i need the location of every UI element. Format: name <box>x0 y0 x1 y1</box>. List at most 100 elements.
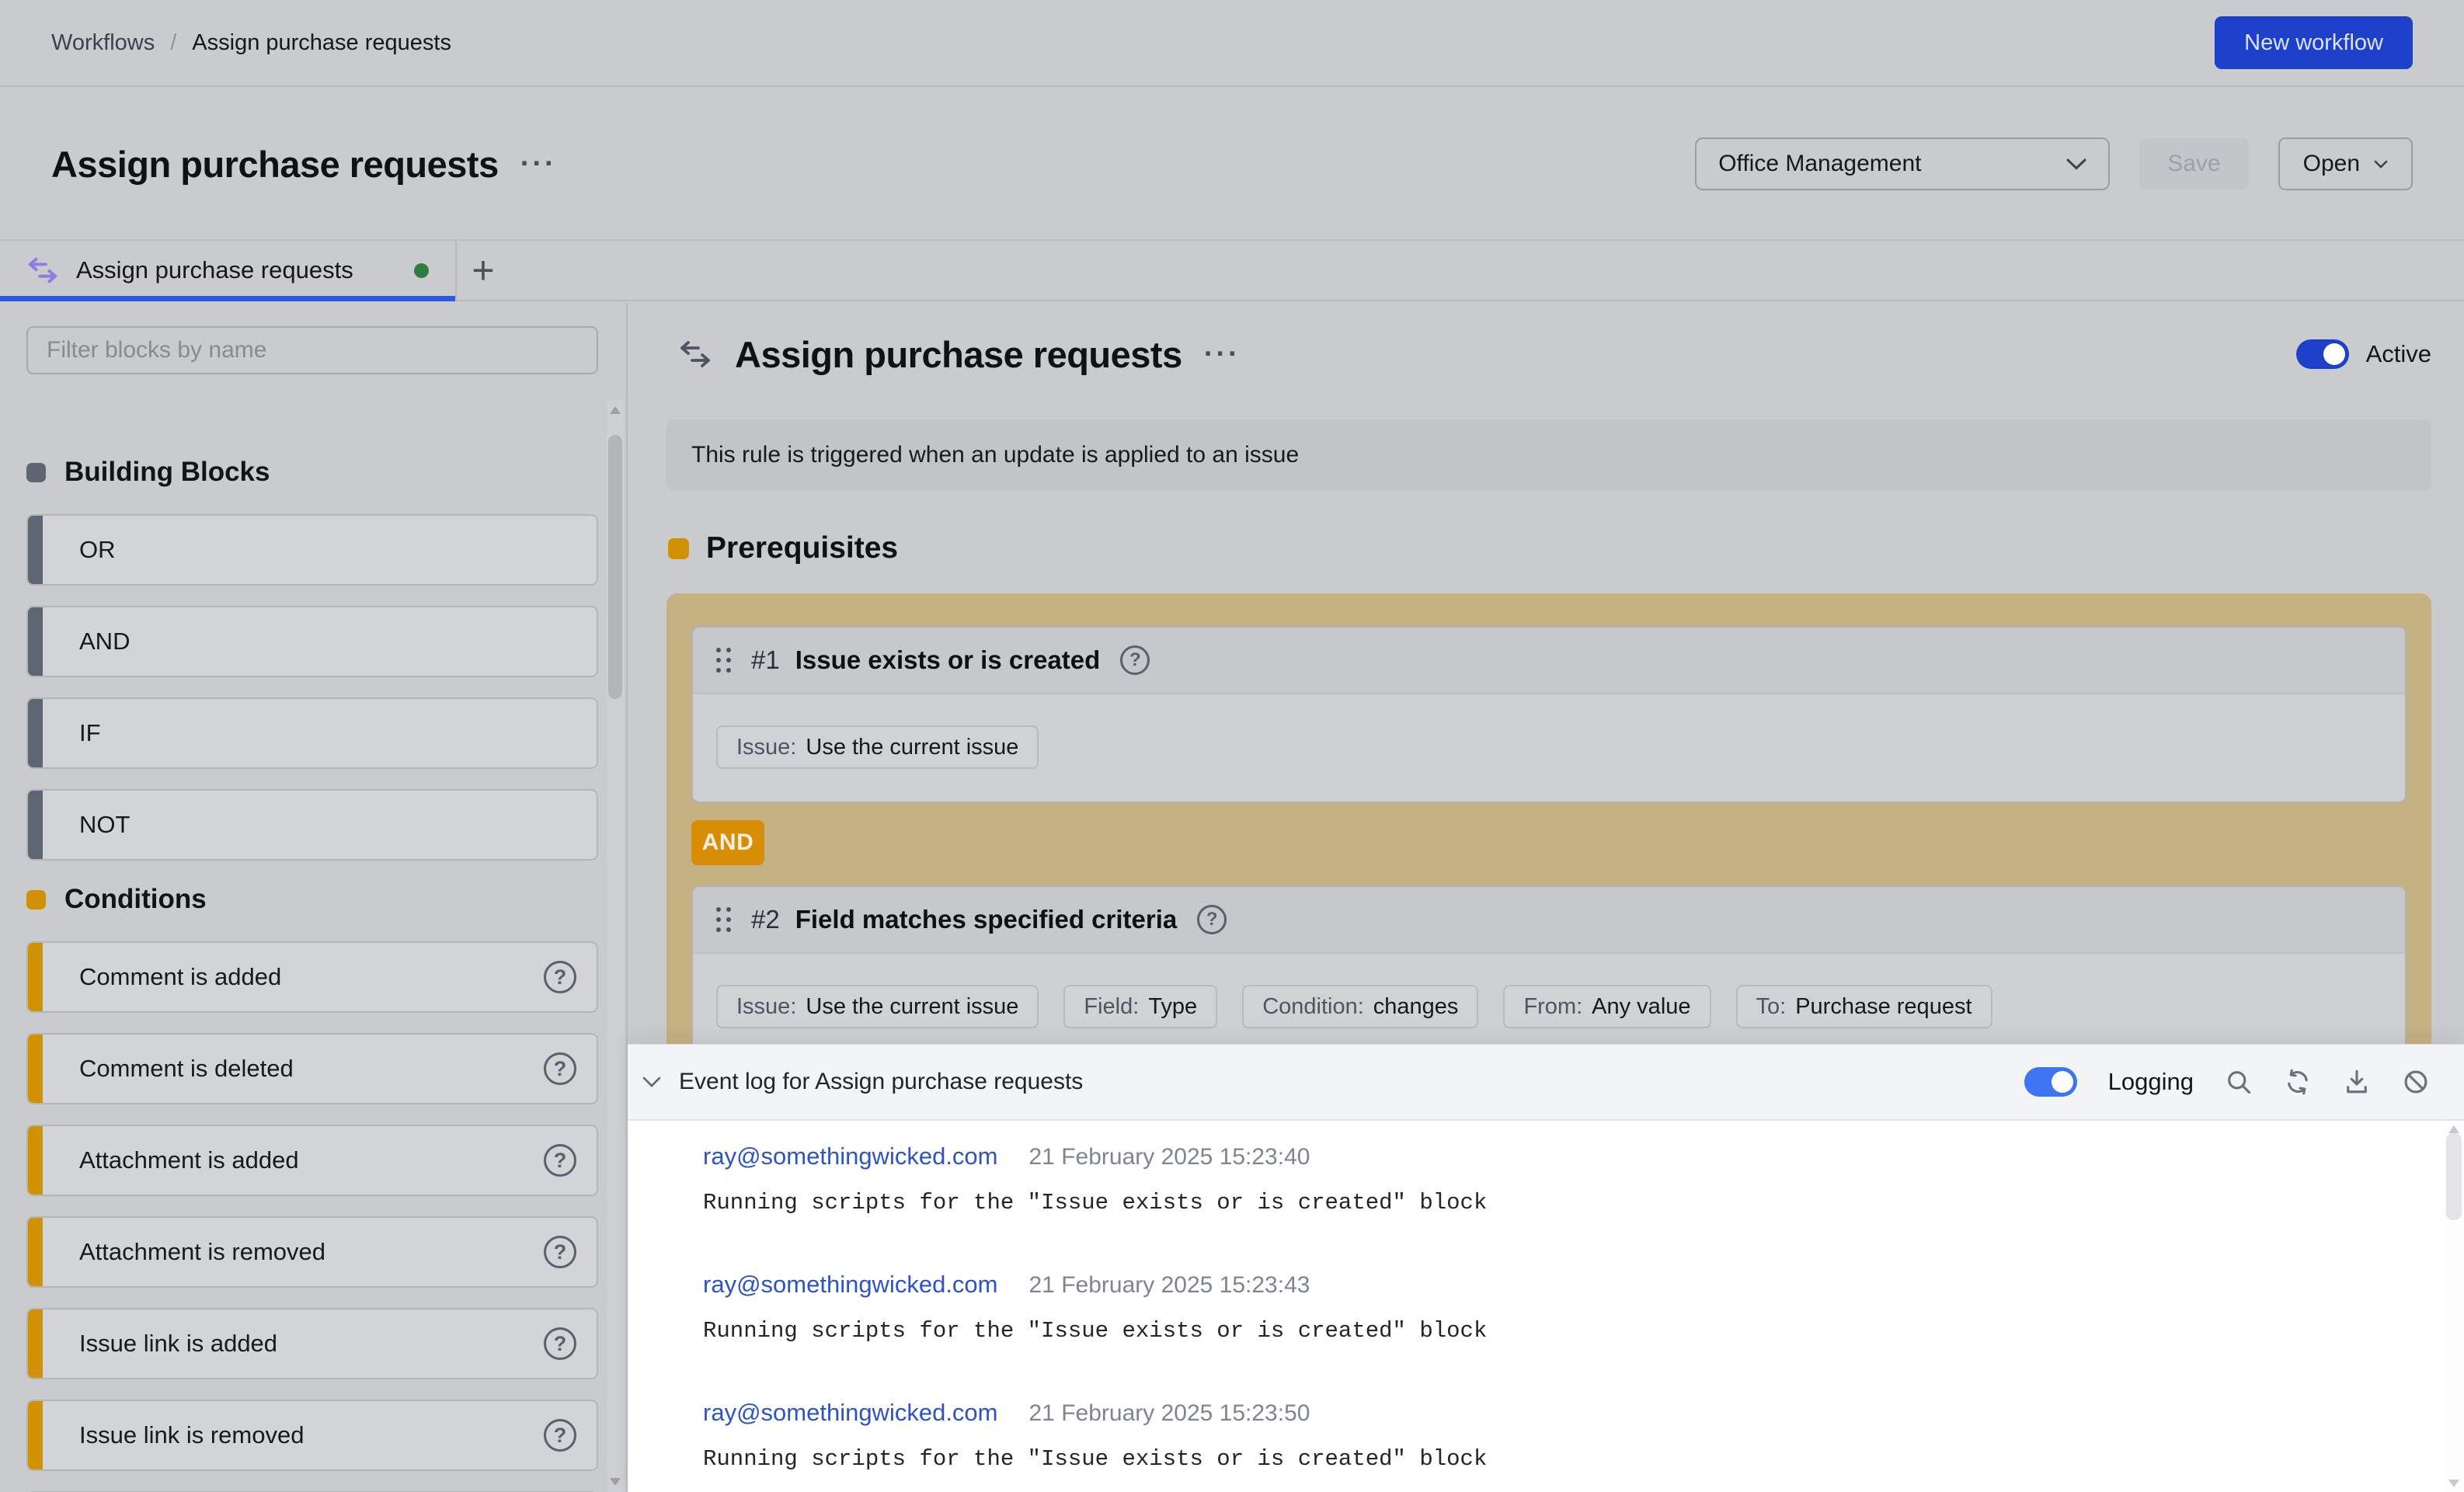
chip-label: Condition: <box>1262 993 1364 1019</box>
project-select[interactable]: Office Management <box>1695 137 2111 190</box>
save-button[interactable]: Save <box>2139 138 2249 190</box>
help-icon[interactable]: ? <box>544 1419 576 1452</box>
open-button-label: Open <box>2302 151 2360 176</box>
workflow-more-menu-icon[interactable]: ··· <box>1203 338 1241 370</box>
log-user-link[interactable]: ray@somethingwicked.com <box>703 1271 998 1298</box>
condition-item[interactable]: Comment is deleted ? <box>26 1033 598 1104</box>
drag-handle-icon[interactable] <box>716 648 731 673</box>
logging-toggle[interactable] <box>2024 1067 2077 1097</box>
chip-label: From: <box>1523 993 1583 1019</box>
building-block-label: AND <box>79 628 131 655</box>
help-icon[interactable]: ? <box>544 1144 576 1177</box>
help-icon[interactable]: ? <box>544 1052 576 1085</box>
block-param-chip[interactable]: Issue: Use the current issue <box>716 725 1039 769</box>
log-entry: ray@somethingwicked.com 21 February 2025… <box>703 1142 2441 1216</box>
scroll-up-arrow-icon[interactable] <box>2448 1125 2459 1133</box>
blocks-sidebar: Building Blocks OR AND IF NOT <box>0 303 628 1492</box>
prerequisites-title: Prerequisites <box>706 531 899 565</box>
building-blocks-title: Building Blocks <box>64 457 270 487</box>
chip-value: Use the current issue <box>806 993 1019 1019</box>
scroll-down-arrow-icon[interactable] <box>2448 1480 2459 1487</box>
block-issue-exists[interactable]: #1 Issue exists or is created ? Issue: U… <box>691 626 2407 803</box>
active-toggle[interactable] <box>2295 339 2349 369</box>
page-more-menu-icon[interactable]: ··· <box>520 148 557 180</box>
block-param-chip[interactable]: Condition: changes <box>1242 985 1479 1028</box>
log-message: Running scripts for the "Issue exists or… <box>703 1190 1488 1216</box>
clear-log-icon[interactable] <box>2402 1068 2430 1096</box>
workflow-swap-icon <box>26 256 59 285</box>
chip-label: To: <box>1756 993 1787 1019</box>
event-log-scrollbar[interactable] <box>2444 1121 2464 1492</box>
add-tab-button[interactable]: + <box>457 241 510 300</box>
workflow-canvas: Assign purchase requests ··· Active This… <box>628 303 2464 1492</box>
event-log-header: Event log for Assign purchase requests L… <box>628 1045 2464 1121</box>
condition-label: Attachment is added <box>79 1146 299 1174</box>
chip-label: Field: <box>1084 993 1140 1019</box>
breadcrumb-current: Assign purchase requests <box>192 30 451 55</box>
building-block-label: OR <box>79 536 116 563</box>
log-entries: ray@somethingwicked.com 21 February 2025… <box>628 1121 2441 1473</box>
log-user-link[interactable]: ray@somethingwicked.com <box>703 1399 998 1426</box>
block-title: Issue exists or is created <box>795 645 1101 674</box>
help-icon[interactable]: ? <box>544 1236 576 1268</box>
breadcrumb-workflows[interactable]: Workflows <box>51 30 155 55</box>
new-workflow-button[interactable]: New workflow <box>2215 16 2413 69</box>
block-number: #1 <box>751 645 780 674</box>
refresh-icon[interactable] <box>2284 1068 2312 1096</box>
block-header[interactable]: #1 Issue exists or is created ? <box>693 628 2405 694</box>
block-param-chip[interactable]: Field: Type <box>1063 985 1218 1028</box>
building-block-item[interactable]: OR <box>26 514 598 586</box>
chevron-down-icon <box>2374 160 2388 169</box>
log-user-link[interactable]: ray@somethingwicked.com <box>703 1142 998 1170</box>
condition-item[interactable]: Issue link is added ? <box>26 1308 598 1379</box>
breadcrumb: Workflows / Assign purchase requests <box>51 30 451 56</box>
log-timestamp: 21 February 2025 15:23:50 <box>1028 1400 1310 1426</box>
download-icon[interactable] <box>2343 1068 2371 1096</box>
help-icon[interactable]: ? <box>1120 645 1150 675</box>
event-log-scrollbar-thumb[interactable] <box>2446 1133 2462 1220</box>
help-icon[interactable]: ? <box>544 1327 576 1360</box>
top-bar: Workflows / Assign purchase requests New… <box>0 0 2464 87</box>
log-timestamp: 21 February 2025 15:23:40 <box>1028 1144 1310 1170</box>
tab-label: Assign purchase requests <box>76 256 353 283</box>
scroll-down-arrow-icon[interactable] <box>610 1478 621 1486</box>
building-block-item[interactable]: NOT <box>26 789 598 861</box>
block-param-chip[interactable]: From: Any value <box>1503 985 1711 1028</box>
toggle-knob <box>2323 343 2345 365</box>
chip-value: Type <box>1148 993 1198 1019</box>
trigger-description[interactable]: This rule is triggered when an update is… <box>666 419 2431 491</box>
scroll-up-arrow-icon[interactable] <box>610 406 621 414</box>
help-icon[interactable]: ? <box>544 961 576 993</box>
chip-label: Issue: <box>736 993 797 1019</box>
condition-label: Attachment is removed <box>79 1238 326 1265</box>
toggle-knob <box>2051 1071 2073 1093</box>
building-block-item[interactable]: IF <box>26 697 598 769</box>
condition-item[interactable]: Issue link is removed ? <box>26 1400 598 1471</box>
search-icon[interactable] <box>2225 1068 2253 1096</box>
page-title: Assign purchase requests <box>51 143 499 185</box>
condition-item[interactable]: Comment is added ? <box>26 941 598 1013</box>
conditions-header: Conditions <box>26 884 598 914</box>
condition-item[interactable]: Attachment is removed ? <box>26 1216 598 1288</box>
prerequisites-bullet-icon <box>668 537 689 559</box>
block-header[interactable]: #2 Field matches specified criteria ? <box>693 887 2405 954</box>
sidebar-scrollbar[interactable] <box>607 400 624 1492</box>
and-operator-badge[interactable]: AND <box>691 820 764 865</box>
chip-label: Issue: <box>736 734 797 760</box>
condition-item[interactable]: Attachment is added ? <box>26 1125 598 1196</box>
log-timestamp: 21 February 2025 15:23:43 <box>1028 1272 1310 1298</box>
event-log-body: ray@somethingwicked.com 21 February 2025… <box>628 1121 2441 1492</box>
help-icon[interactable]: ? <box>1197 905 1227 934</box>
block-param-chip[interactable]: Issue: Use the current issue <box>716 985 1039 1028</box>
tab-assign-purchase-requests[interactable]: Assign purchase requests <box>0 241 457 301</box>
collapse-chevron-icon[interactable] <box>642 1076 662 1088</box>
sidebar-scrollbar-thumb[interactable] <box>608 435 622 699</box>
block-param-chip[interactable]: To: Purchase request <box>1735 985 1992 1028</box>
open-button[interactable]: Open <box>2278 137 2413 190</box>
event-log-title: Event log for Assign purchase requests <box>679 1069 1084 1094</box>
block-number: #2 <box>751 905 780 934</box>
workflow-swap-icon <box>677 339 713 370</box>
drag-handle-icon[interactable] <box>716 907 731 932</box>
building-block-item[interactable]: AND <box>26 606 598 677</box>
filter-blocks-input[interactable] <box>26 326 598 374</box>
